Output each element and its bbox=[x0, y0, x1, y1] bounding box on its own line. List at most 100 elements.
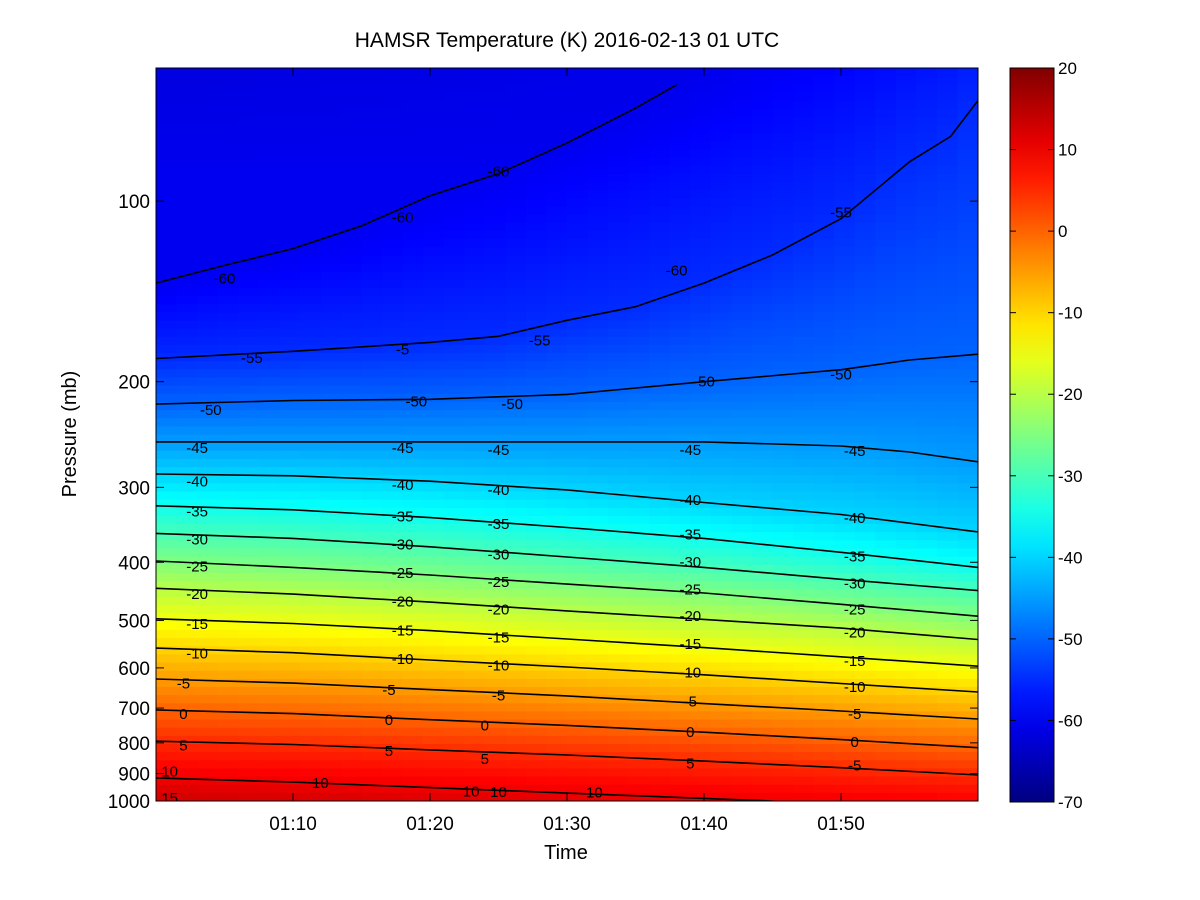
heatmap-cell bbox=[793, 336, 815, 346]
heatmap-cell bbox=[279, 467, 301, 476]
heatmap-cell bbox=[279, 703, 301, 713]
heatmap-cell bbox=[176, 629, 198, 639]
heatmap-cell bbox=[875, 271, 897, 281]
heatmap-cell bbox=[156, 540, 178, 550]
heatmap-cell bbox=[710, 556, 732, 566]
heatmap-cell bbox=[525, 662, 548, 672]
contour-label: -40 bbox=[488, 482, 510, 499]
heatmap-cell bbox=[957, 450, 978, 460]
heatmap-cell bbox=[895, 222, 917, 232]
heatmap-cell bbox=[895, 108, 917, 118]
heatmap-cell bbox=[936, 304, 959, 313]
heatmap-cell bbox=[649, 507, 671, 517]
heatmap-cell bbox=[608, 296, 630, 305]
heatmap-cell bbox=[813, 149, 835, 159]
heatmap-cell bbox=[772, 68, 794, 77]
heatmap-cell bbox=[587, 222, 609, 232]
heatmap-cell bbox=[443, 483, 465, 493]
heatmap-cell bbox=[751, 532, 774, 541]
heatmap-cell bbox=[669, 442, 691, 452]
heatmap-cell bbox=[628, 499, 650, 509]
contour-line-minus-55 bbox=[156, 100, 978, 360]
heatmap-cell bbox=[772, 377, 794, 387]
heatmap-cell bbox=[217, 572, 239, 582]
heatmap-cell bbox=[854, 499, 876, 509]
heatmap-cell bbox=[423, 638, 445, 647]
heatmap-cell bbox=[258, 450, 280, 460]
heatmap-cell bbox=[340, 507, 363, 517]
heatmap-cell bbox=[772, 133, 794, 142]
heatmap-cell bbox=[484, 230, 506, 240]
heatmap-cell bbox=[875, 703, 897, 713]
heatmap-cell bbox=[895, 149, 917, 159]
heatmap-cell bbox=[525, 735, 548, 745]
heatmap-cell bbox=[525, 198, 548, 208]
heatmap-cell bbox=[649, 597, 671, 607]
heatmap-cell bbox=[731, 320, 753, 330]
heatmap-cell bbox=[834, 149, 856, 159]
y-tick-label: 600 bbox=[118, 659, 150, 680]
heatmap-cell bbox=[628, 263, 650, 273]
heatmap-cell bbox=[587, 556, 609, 566]
heatmap-cell bbox=[484, 760, 506, 770]
heatmap-cell bbox=[382, 792, 404, 801]
heatmap-cell bbox=[156, 133, 178, 142]
heatmap-cell bbox=[382, 344, 404, 354]
heatmap-cell bbox=[443, 68, 465, 77]
heatmap-cell bbox=[423, 532, 445, 541]
heatmap-cell bbox=[382, 629, 404, 639]
heatmap-cell bbox=[197, 239, 219, 248]
heatmap-cell bbox=[382, 564, 404, 574]
heatmap-cell bbox=[936, 377, 959, 387]
heatmap-cell bbox=[258, 597, 280, 607]
heatmap-cell bbox=[382, 434, 404, 444]
heatmap-cell bbox=[916, 581, 938, 590]
heatmap-cell bbox=[628, 629, 650, 639]
heatmap-cell bbox=[443, 450, 465, 460]
heatmap-cell bbox=[443, 703, 465, 713]
colorbar-tick-label: 20 bbox=[1058, 59, 1077, 78]
heatmap-cell bbox=[546, 198, 568, 208]
heatmap-cell bbox=[834, 401, 856, 411]
heatmap-cell bbox=[279, 165, 301, 175]
heatmap-cell bbox=[772, 173, 794, 183]
heatmap-cell bbox=[464, 564, 486, 574]
heatmap-cell bbox=[546, 76, 568, 85]
heatmap-cell bbox=[957, 230, 978, 240]
heatmap-cell bbox=[669, 735, 691, 745]
heatmap-cell bbox=[587, 353, 609, 362]
heatmap-cell bbox=[957, 426, 978, 436]
heatmap-cell bbox=[751, 100, 774, 110]
heatmap-cell bbox=[710, 165, 732, 175]
heatmap-cell bbox=[340, 84, 363, 94]
heatmap-cell bbox=[464, 157, 486, 167]
heatmap-cell bbox=[875, 255, 897, 265]
heatmap-cell bbox=[505, 458, 527, 468]
heatmap-cell bbox=[361, 255, 383, 265]
heatmap-cell bbox=[505, 271, 527, 281]
contour-label: -35 bbox=[679, 526, 701, 543]
heatmap-cell bbox=[156, 678, 178, 688]
heatmap-cell bbox=[238, 711, 260, 721]
heatmap-cell bbox=[875, 173, 897, 183]
heatmap-cell bbox=[258, 703, 280, 713]
heatmap-cell bbox=[834, 255, 856, 265]
contour-label: 10 bbox=[161, 764, 178, 781]
heatmap-cell bbox=[197, 206, 219, 216]
heatmap-cell bbox=[567, 491, 589, 501]
heatmap-cell bbox=[731, 108, 753, 118]
heatmap-cell bbox=[484, 353, 506, 362]
heatmap-cell bbox=[567, 165, 589, 175]
heatmap-cell bbox=[505, 344, 527, 354]
heatmap-cell bbox=[813, 279, 835, 289]
heatmap-cell bbox=[156, 670, 178, 680]
heatmap-cell bbox=[587, 540, 609, 550]
heatmap-cell bbox=[649, 418, 671, 427]
heatmap-cell bbox=[731, 141, 753, 151]
heatmap-cell bbox=[361, 515, 383, 525]
heatmap-cell bbox=[443, 173, 465, 183]
contour-label: 10 bbox=[586, 785, 603, 802]
heatmap-cell bbox=[793, 271, 815, 281]
heatmap-cell bbox=[484, 149, 506, 159]
